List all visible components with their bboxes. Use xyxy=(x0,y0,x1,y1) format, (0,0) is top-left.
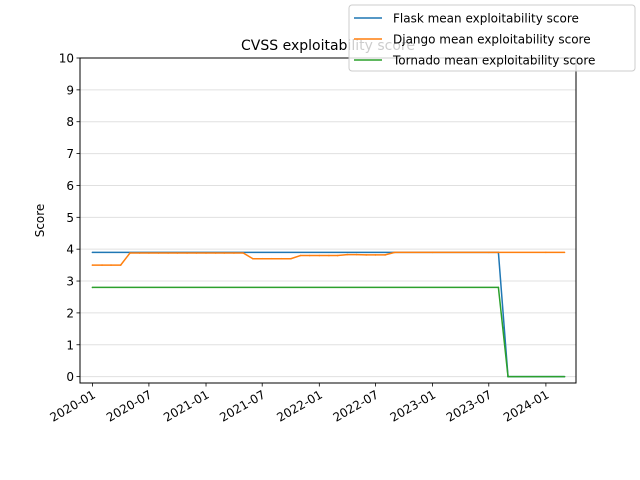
data-point xyxy=(242,252,245,254)
data-point xyxy=(336,254,339,257)
data-point xyxy=(157,252,160,254)
data-point xyxy=(129,252,131,254)
legend-label: Tornado mean exploitability score xyxy=(392,54,595,68)
data-point xyxy=(328,254,330,257)
plot-frame xyxy=(79,57,577,384)
y-axis-label: Score xyxy=(33,204,47,238)
y-axis: 0 1 2 3 4 5 6 7 8 9 10 xyxy=(59,52,80,384)
data-point xyxy=(223,252,226,254)
y-tick-label: 5 xyxy=(66,211,74,225)
y-tick-label: 10 xyxy=(59,52,74,66)
y-tick-label: 2 xyxy=(66,306,74,320)
data-point xyxy=(289,257,292,260)
y-tick-label: 4 xyxy=(66,243,74,257)
data-point xyxy=(318,254,321,257)
y-tick-label: 3 xyxy=(66,275,74,289)
legend-label: Flask mean exploitability score xyxy=(393,12,579,26)
y-tick-label: 8 xyxy=(66,115,74,129)
data-point xyxy=(355,253,358,256)
data-point xyxy=(176,252,179,254)
data-point xyxy=(138,252,141,254)
data-point xyxy=(308,254,311,257)
data-point xyxy=(271,257,273,260)
data-point xyxy=(346,253,349,256)
series-line-2 xyxy=(92,286,565,378)
data-point xyxy=(299,254,302,257)
y-tick-label: 0 xyxy=(66,370,74,384)
series-lines xyxy=(91,251,566,378)
data-point xyxy=(563,375,566,378)
data-point xyxy=(167,252,169,254)
data-point xyxy=(91,251,94,254)
data-point xyxy=(195,252,198,254)
data-point xyxy=(545,251,547,254)
data-point xyxy=(507,375,509,378)
data-point xyxy=(148,252,150,254)
data-point xyxy=(393,251,396,254)
data-point xyxy=(101,264,103,266)
data-point xyxy=(233,252,235,254)
legend: Flask mean exploitability score Django me… xyxy=(348,4,636,72)
data-point xyxy=(261,257,263,260)
data-point xyxy=(487,251,490,254)
data-point xyxy=(119,264,122,266)
data-point xyxy=(110,264,112,266)
data-point xyxy=(280,257,283,260)
data-point xyxy=(91,286,94,289)
y-tick-label: 6 xyxy=(66,179,74,193)
data-point xyxy=(563,251,566,254)
data-point xyxy=(252,257,254,260)
y-tick-label: 9 xyxy=(66,83,74,97)
legend-label: Django mean exploitability score xyxy=(393,33,591,47)
y-tick-label: 1 xyxy=(66,338,74,352)
data-point xyxy=(384,254,386,256)
data-point xyxy=(365,254,367,256)
data-point xyxy=(497,286,500,289)
data-point xyxy=(431,251,434,254)
data-point xyxy=(186,252,188,254)
data-point xyxy=(91,264,94,266)
data-point xyxy=(374,254,377,256)
data-point xyxy=(205,252,207,254)
y-tick-label: 7 xyxy=(66,147,74,161)
data-point xyxy=(214,252,217,254)
legend-box xyxy=(348,4,636,72)
